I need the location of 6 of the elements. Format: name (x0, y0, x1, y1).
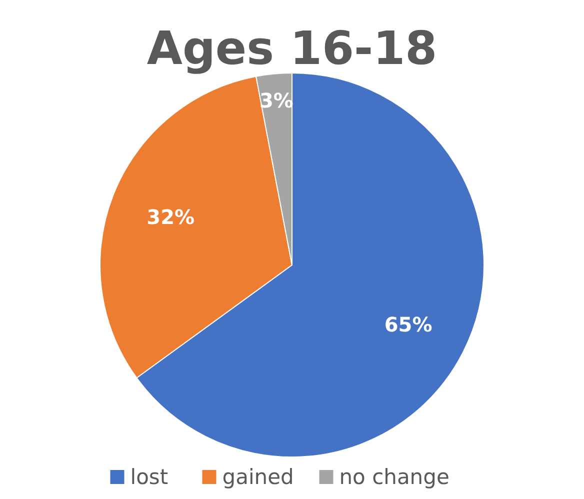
chart-title: Ages 16-18 (146, 21, 438, 75)
data-label: 65% (384, 312, 432, 336)
legend-label: gained (222, 465, 294, 489)
legend-label: no change (339, 465, 450, 489)
data-label: 32% (146, 204, 195, 229)
legend-label: lost (130, 465, 168, 489)
